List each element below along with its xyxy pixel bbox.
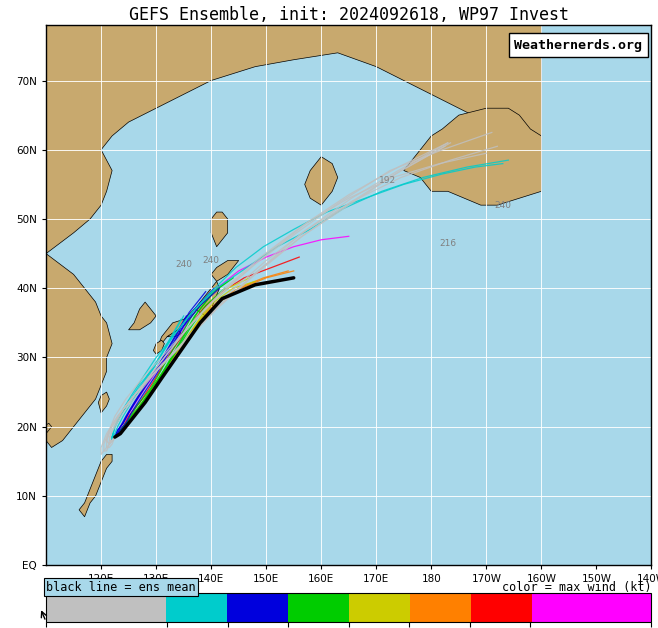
Text: 216: 216 xyxy=(440,239,457,247)
Text: 240: 240 xyxy=(494,201,511,210)
Text: color = max wind (kt): color = max wind (kt) xyxy=(502,581,651,593)
Text: 192: 192 xyxy=(379,176,396,185)
Text: black line = ens mean: black line = ens mean xyxy=(46,581,195,593)
Title: GEFS Ensemble, init: 2024092618, WP97 Invest: GEFS Ensemble, init: 2024092618, WP97 In… xyxy=(129,6,569,24)
Text: Weathernerds.org: Weathernerds.org xyxy=(515,39,642,51)
Text: 240: 240 xyxy=(175,259,192,269)
Text: 240: 240 xyxy=(203,256,220,265)
